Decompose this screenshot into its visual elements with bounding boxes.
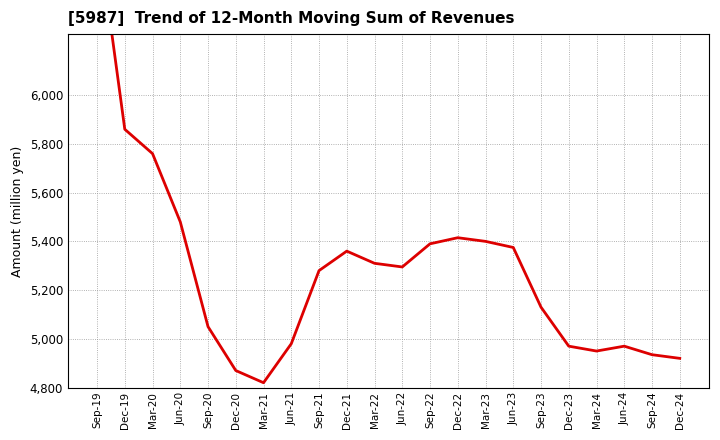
Text: [5987]  Trend of 12-Month Moving Sum of Revenues: [5987] Trend of 12-Month Moving Sum of R… [68, 11, 514, 26]
Y-axis label: Amount (million yen): Amount (million yen) [11, 145, 24, 276]
